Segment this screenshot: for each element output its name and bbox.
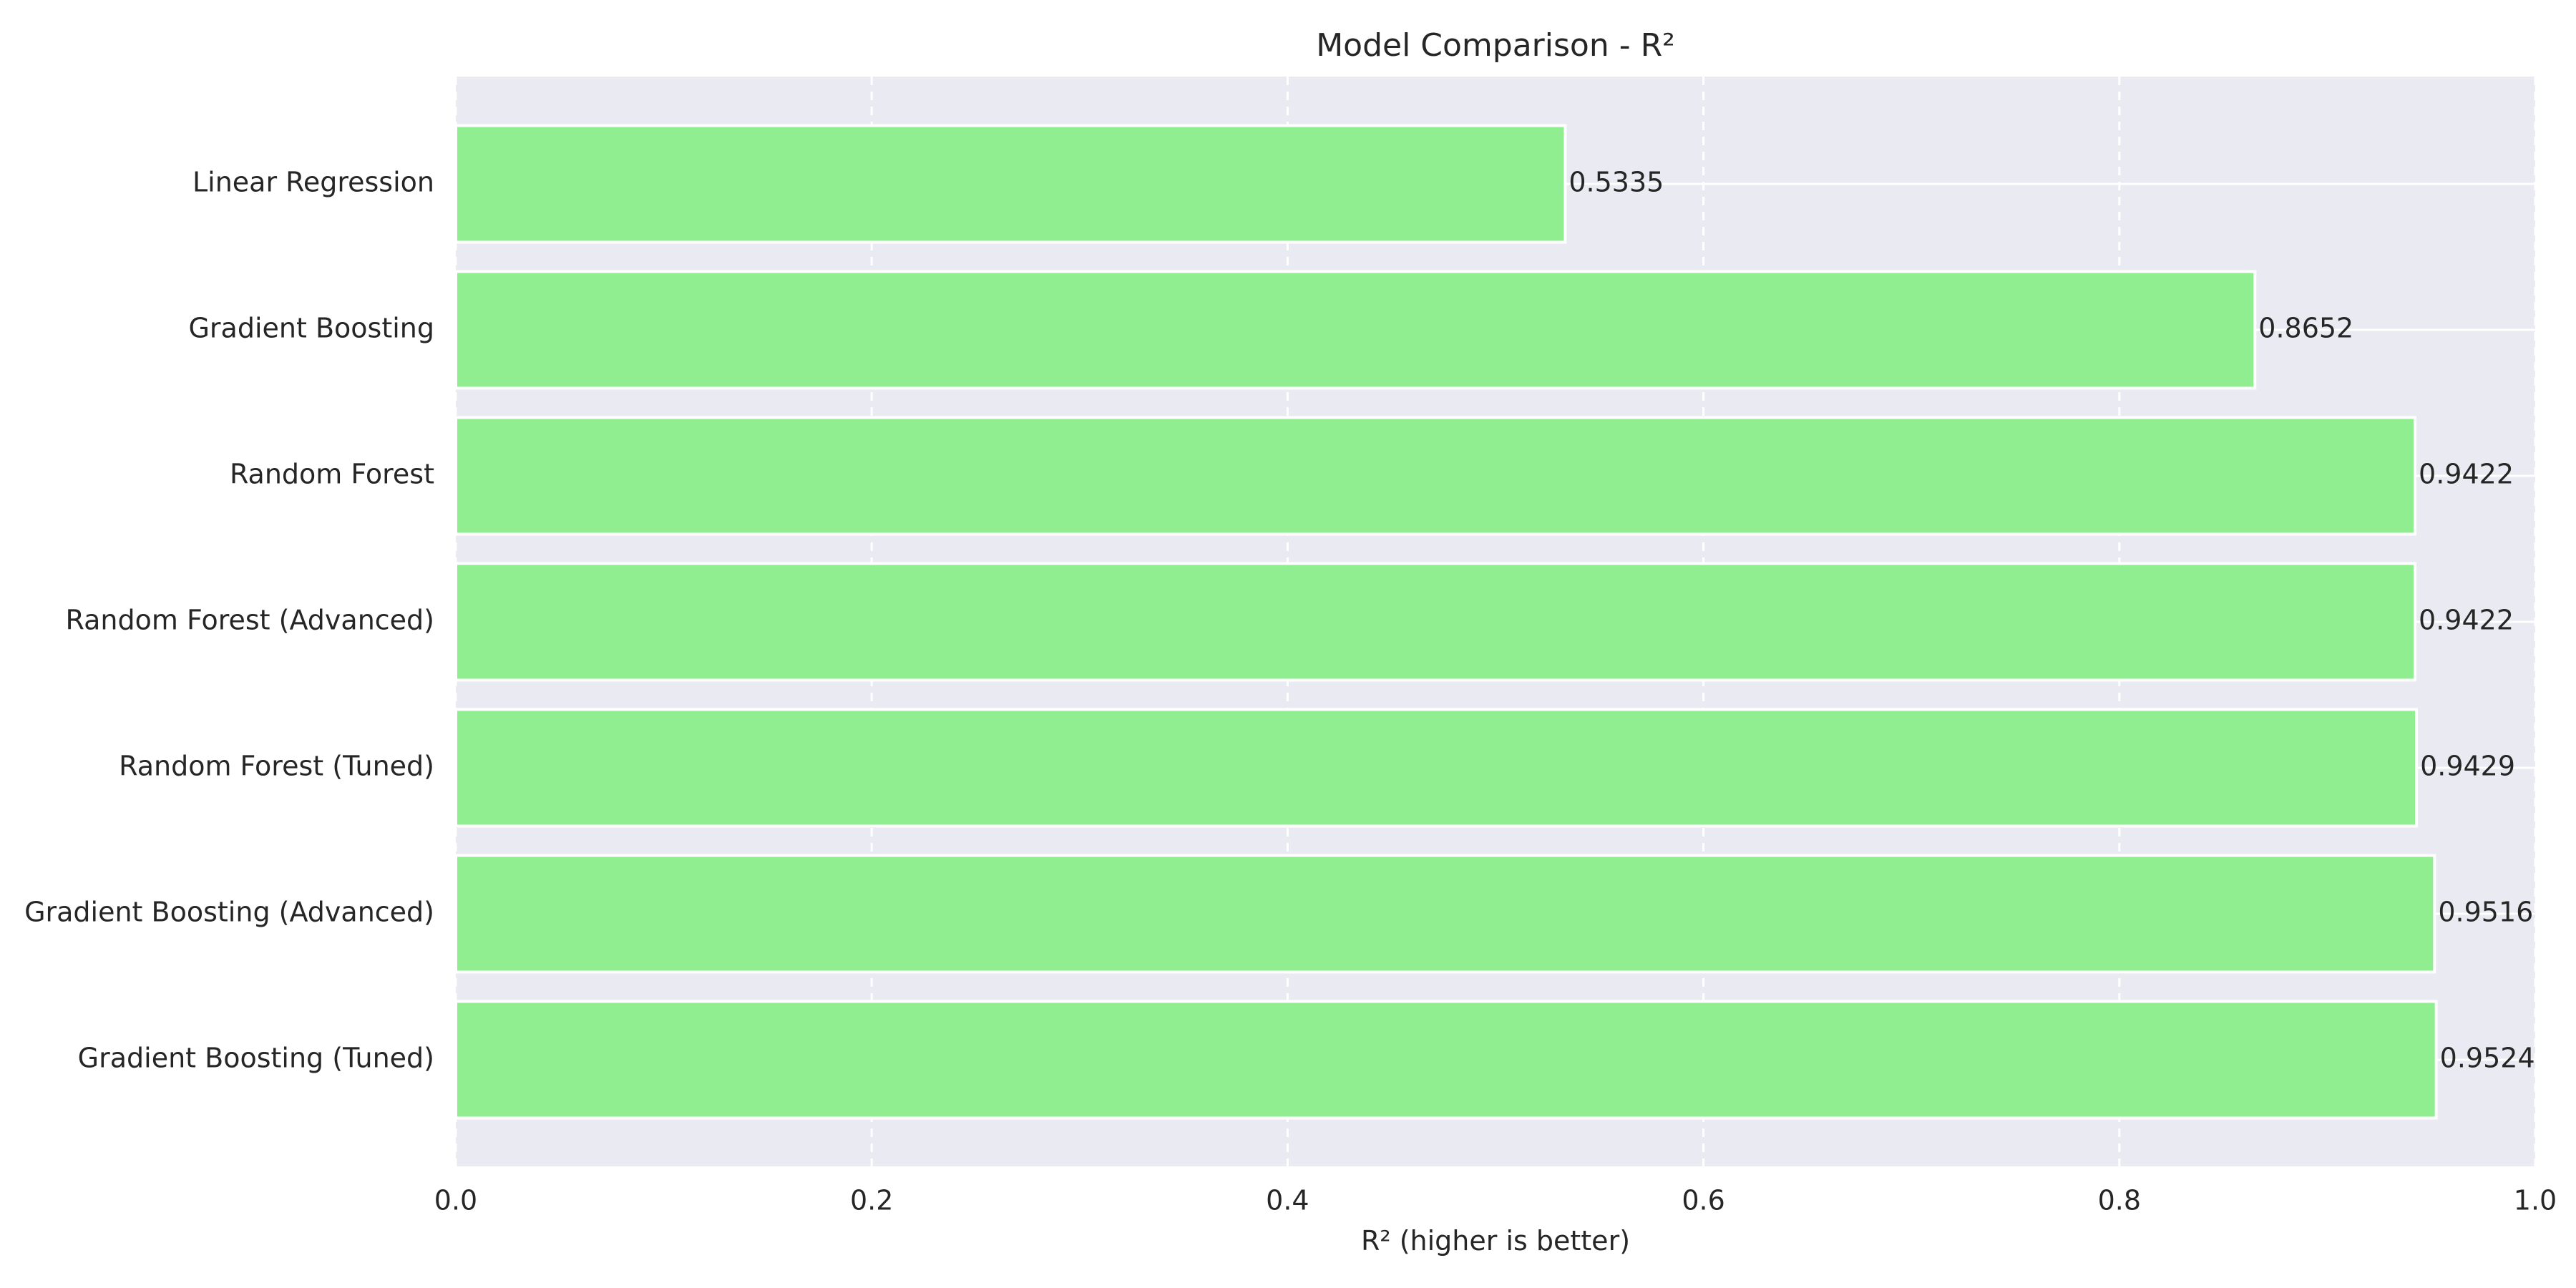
bar: [454, 124, 1567, 244]
bar: [454, 854, 2436, 974]
x-tick-label: 0.6: [1682, 1185, 1724, 1216]
x-axis-title: R² (higher is better): [1361, 1225, 1630, 1257]
bar: [454, 708, 2419, 828]
bar: [454, 1000, 2438, 1120]
chart-title: Model Comparison - R²: [1316, 27, 1675, 64]
y-tick-label: Random Forest (Advanced): [66, 605, 434, 636]
bar: [454, 562, 2417, 682]
x-tick-label: 1.0: [2514, 1185, 2557, 1216]
bar-value-label: 0.9516: [2438, 897, 2533, 928]
bars: [454, 124, 2438, 1120]
x-tick-labels: 0.0 0.2 0.4 0.6 0.8 1.0: [434, 1185, 2557, 1216]
bar: [454, 416, 2417, 536]
bar-value-label: 0.9422: [2419, 605, 2514, 636]
x-tick-label: 0.2: [850, 1185, 893, 1216]
x-tick-label: 0.8: [2098, 1185, 2141, 1216]
bar-value-label: 0.9429: [2420, 751, 2515, 782]
y-tick-label: Gradient Boosting: [188, 313, 434, 344]
y-tick-label: Gradient Boosting (Tuned): [78, 1043, 434, 1074]
bar-value-label: 0.9422: [2419, 459, 2514, 490]
x-tick-label: 0.0: [434, 1185, 477, 1216]
y-tick-labels: Linear Regression Gradient Boosting Random…: [24, 167, 434, 1074]
y-tick-label: Linear Regression: [192, 167, 434, 198]
x-tick-label: 0.4: [1266, 1185, 1309, 1216]
y-tick-label: Gradient Boosting (Advanced): [24, 897, 434, 928]
bar-value-label: 0.5335: [1568, 167, 1664, 198]
bar-value-label: 0.8652: [2258, 313, 2353, 344]
y-tick-label: Random Forest (Tuned): [119, 751, 434, 782]
y-tick-label: Random Forest: [230, 459, 434, 490]
bar: [454, 270, 2257, 390]
bar-value-label: 0.9524: [2440, 1043, 2535, 1074]
bar-value-labels: 0.5335 0.8652 0.9422 0.9422 0.9429 0.9516 0.95…: [1568, 167, 2534, 1074]
